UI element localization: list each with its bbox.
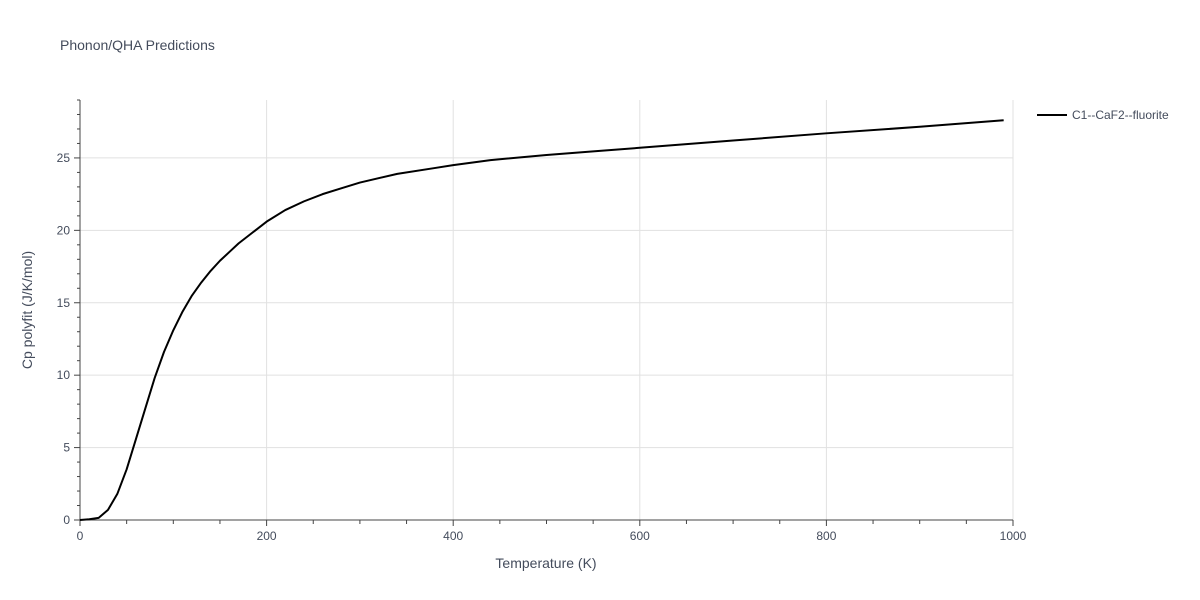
y-tick-label: 10 (57, 368, 71, 382)
y-tick-label: 0 (63, 513, 70, 527)
legend-item[interactable]: C1--CaF2--fluorite (1037, 108, 1169, 122)
x-tick-label: 400 (443, 529, 463, 543)
series-line (79, 119, 1004, 521)
grid (80, 100, 1014, 520)
y-tick-label: 20 (57, 223, 71, 237)
x-tick-label: 1000 (1000, 529, 1027, 543)
chart-title: Phonon/QHA Predictions (60, 37, 215, 53)
y-axis-title: Cp polyfit (J/K/mol) (19, 251, 35, 369)
x-axis-title: Temperature (K) (495, 555, 596, 571)
x-tick-label: 800 (816, 529, 836, 543)
axes: 0 200 400 600 800 1000 0 5 10 15 20 25 (57, 99, 1027, 543)
y-tick-label: 15 (57, 296, 71, 310)
x-tick-label: 600 (630, 529, 650, 543)
legend-label: C1--CaF2--fluorite (1072, 108, 1169, 122)
x-tick-label: 200 (257, 529, 277, 543)
series-lines (79, 119, 1004, 521)
y-tick-label: 25 (57, 151, 71, 165)
x-tick-label: 0 (77, 529, 84, 543)
y-tick-label: 5 (63, 441, 70, 455)
legend[interactable]: C1--CaF2--fluorite (1037, 108, 1169, 122)
